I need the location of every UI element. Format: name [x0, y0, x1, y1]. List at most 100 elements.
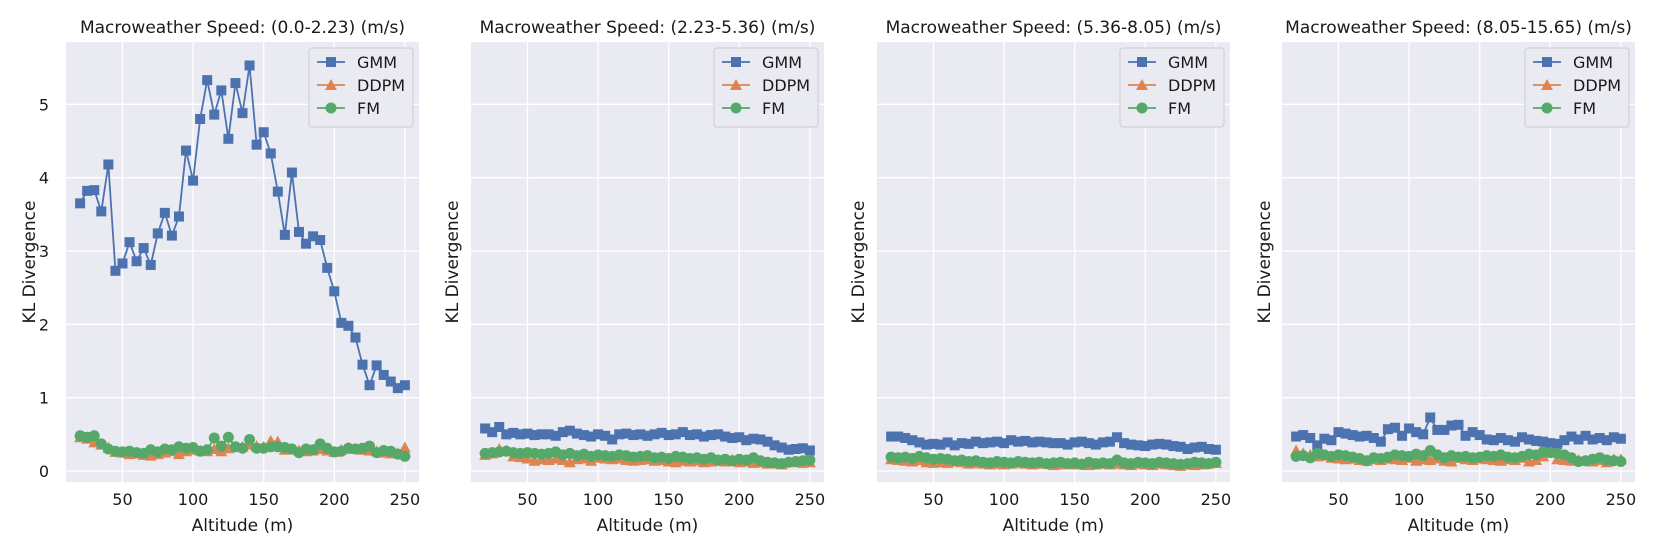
legend-swatch-marker — [325, 102, 337, 114]
data-point — [357, 359, 368, 370]
legend-label: GMM — [1168, 53, 1208, 72]
data-point — [1397, 430, 1408, 441]
data-point — [1517, 432, 1528, 443]
series-fm — [479, 445, 816, 470]
chart-panel-2: 50 100 150 200 250 Macroweather Speed: (2.23-… — [443, 18, 825, 536]
data-point — [188, 175, 199, 186]
data-point — [131, 256, 142, 267]
data-point — [301, 238, 312, 249]
data-point — [286, 167, 297, 178]
data-point — [571, 428, 582, 439]
data-point — [900, 433, 911, 443]
data-point — [399, 380, 410, 391]
data-point — [265, 148, 276, 159]
legend-label: FM — [1573, 99, 1596, 118]
y-tick-label: 0 — [39, 462, 49, 481]
data-point — [549, 452, 562, 464]
data-point — [1041, 437, 1052, 448]
legend-swatch-marker — [731, 57, 741, 67]
data-point — [748, 433, 759, 444]
data-point — [734, 432, 745, 443]
data-point — [691, 429, 702, 440]
data-point — [600, 430, 611, 441]
data-point — [935, 439, 946, 450]
series-fm — [885, 450, 1222, 470]
data-point — [350, 332, 361, 343]
data-point — [776, 442, 787, 453]
data-point — [635, 429, 646, 440]
chart-panel-1: 50 100 150 200 250 0 1 2 3 4 5 Macroweather Speed: … — [20, 18, 420, 536]
data-point — [96, 206, 107, 217]
data-point — [1013, 436, 1024, 447]
data-point — [1104, 436, 1115, 447]
series-fm — [74, 430, 411, 462]
legend-item-gmm: GMM — [722, 53, 802, 72]
x-tick-label: 200 — [1130, 490, 1161, 509]
data-point — [942, 437, 953, 448]
data-point — [315, 235, 326, 245]
legend-swatch-marker — [325, 79, 337, 90]
data-point — [1140, 441, 1151, 452]
y-tick-label: 5 — [39, 95, 49, 114]
y-axis-label: KL Divergence — [849, 201, 869, 324]
x-tick-label: 250 — [1201, 490, 1232, 509]
x-tick-label: 50 — [112, 490, 132, 509]
data-point — [201, 444, 213, 456]
data-point — [1545, 438, 1556, 449]
chart-panel-3: 50 100 150 200 250 Macroweather Speed: (5.36-… — [849, 18, 1231, 536]
x-tick-label: 150 — [1464, 490, 1495, 509]
data-point — [124, 237, 135, 248]
data-point — [984, 437, 995, 448]
data-point — [82, 185, 93, 196]
data-point — [378, 369, 389, 380]
data-point — [1488, 435, 1499, 446]
legend-item-fm: FM — [1533, 99, 1596, 118]
data-point — [1615, 433, 1626, 444]
x-tick-label: 100 — [1394, 490, 1425, 509]
data-point — [928, 438, 939, 449]
data-point — [642, 430, 653, 441]
data-point — [564, 425, 575, 436]
data-point — [371, 360, 382, 371]
legend-swatch-marker — [1542, 57, 1552, 67]
x-tick-label: 250 — [1606, 490, 1637, 509]
data-point — [1034, 436, 1045, 447]
data-point — [1404, 423, 1415, 434]
data-point — [663, 430, 674, 441]
data-point — [1559, 435, 1570, 446]
data-point — [1210, 444, 1221, 455]
x-tick-label: 200 — [724, 490, 755, 509]
data-point — [1020, 435, 1031, 446]
data-point — [392, 383, 403, 394]
data-point — [1509, 436, 1520, 447]
data-point — [1601, 435, 1612, 446]
data-point — [1580, 430, 1591, 441]
x-axis-label: Altitude (m) — [1003, 516, 1105, 536]
data-point — [1006, 435, 1017, 446]
legend-swatch-marker — [1541, 79, 1553, 90]
x-tick-label: 250 — [795, 490, 826, 509]
data-point — [992, 436, 1003, 447]
legend-item-ddpm: DDPM — [1128, 76, 1216, 95]
data-point — [208, 432, 220, 444]
data-point — [1495, 433, 1506, 443]
legend-swatch-marker — [1136, 79, 1148, 90]
data-point — [1347, 430, 1358, 441]
data-point — [1196, 441, 1207, 452]
data-point — [1566, 431, 1577, 442]
data-point — [138, 243, 149, 254]
series-gmm — [886, 431, 1221, 455]
legend-item-gmm: GMM — [1533, 53, 1613, 72]
legend: GMM DDPM FM — [1524, 47, 1630, 128]
data-point — [1133, 440, 1144, 451]
data-point — [251, 139, 262, 150]
data-point — [385, 376, 396, 387]
data-point — [1502, 435, 1513, 446]
x-tick-label: 100 — [989, 490, 1020, 509]
series-gmm — [1291, 412, 1626, 451]
data-point — [195, 114, 206, 124]
legend-swatch-marker — [1541, 102, 1553, 114]
legend-swatch-marker — [730, 102, 742, 114]
data-point — [522, 428, 533, 439]
